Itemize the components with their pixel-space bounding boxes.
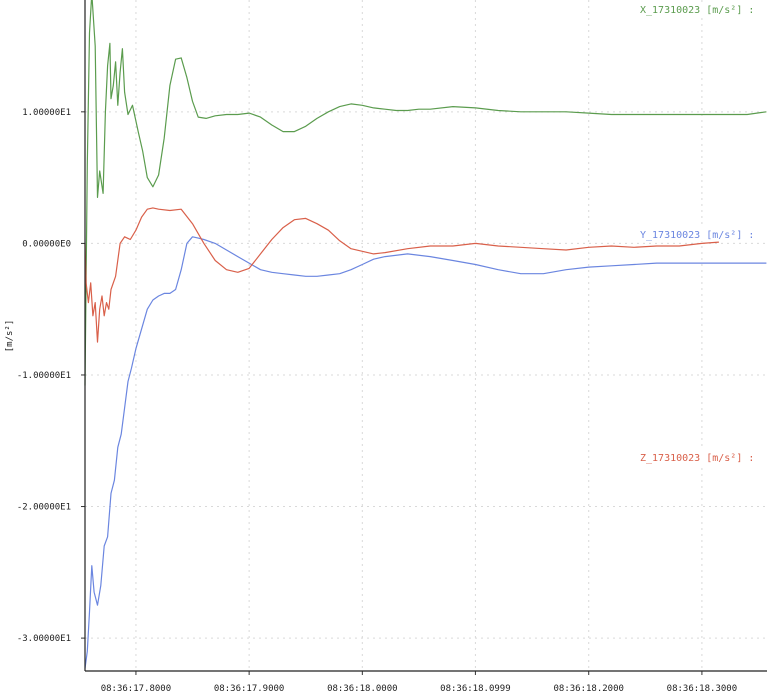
x-tick-label: 08:36:18.2000: [553, 684, 623, 694]
series-line-1: [84, 0, 767, 386]
series-lines: [84, 0, 767, 669]
x-tick-label: 08:36:18.0999: [440, 684, 510, 694]
y-tick-label: -2.00000E1: [17, 503, 71, 513]
y-tick-label: -3.00000E1: [17, 634, 71, 644]
x-tick-label: 08:36:18.0000: [327, 684, 397, 694]
legend-entry-1: X_17310023 [m/s²] :: [640, 5, 754, 16]
gridlines: [85, 0, 767, 671]
legend-background: [636, 450, 764, 464]
legend-background: [636, 2, 764, 16]
x-tick-label: 08:36:18.3000: [667, 684, 737, 694]
x-tick-label: 08:36:17.8000: [101, 684, 171, 694]
legend-entry-2: Y_17310023 [m/s²] :: [640, 230, 754, 241]
y-tick-label: -1.00000E1: [17, 371, 71, 381]
x-tick-label: 08:36:17.9000: [214, 684, 284, 694]
y-axis-label: [m/s²]: [5, 320, 15, 353]
series-line-2: [84, 236, 767, 669]
y-tick-label: 1.00000E1: [22, 108, 71, 118]
legend: X_17310023 [m/s²] : Y_17310023 [m/s²] : Z_…: [636, 2, 764, 464]
legend-entry-3: Z_17310023 [m/s²] :: [640, 453, 754, 464]
y-tick-label: 0.00000E0: [22, 239, 71, 249]
legend-background: [636, 227, 764, 241]
series-line-3: [84, 207, 719, 343]
axes: 1.00000E1 0.00000E0 -1.00000E1 -2.00000E1 -3…: [17, 0, 767, 694]
